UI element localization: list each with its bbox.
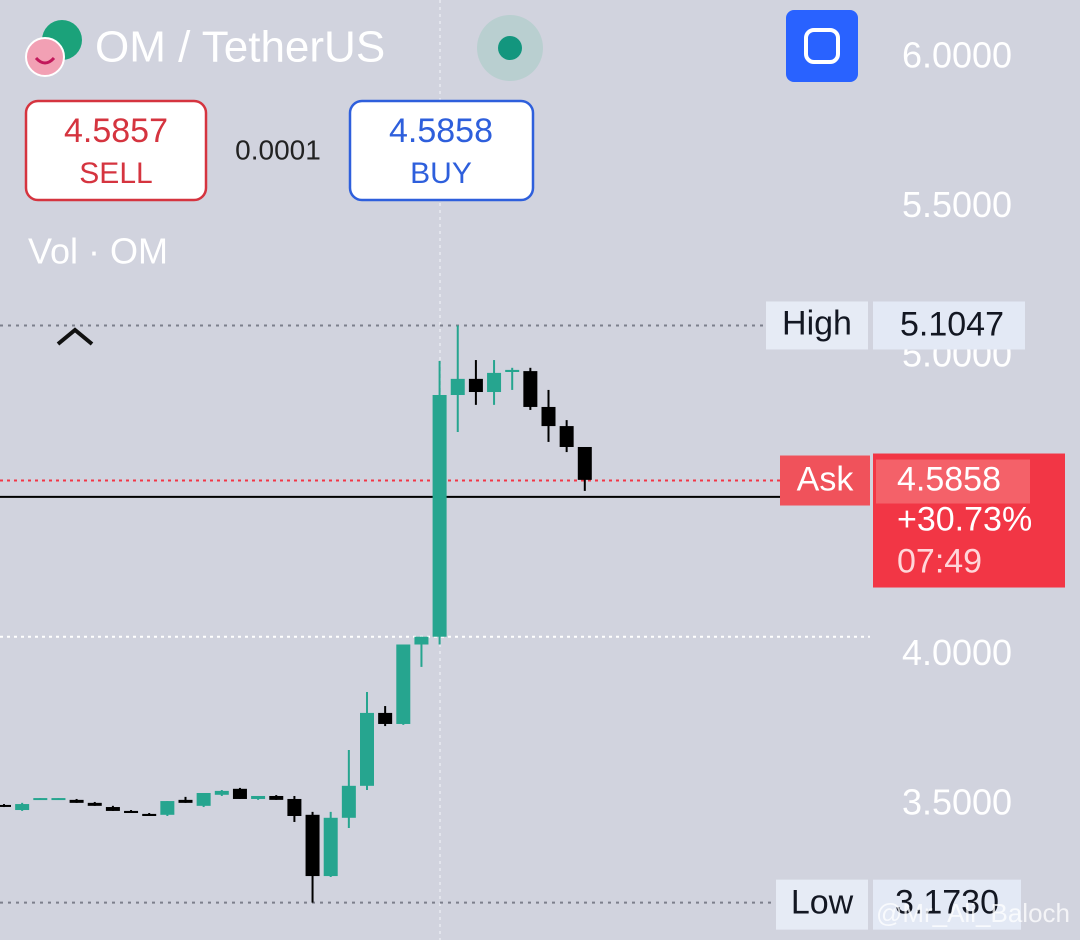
sell-price: 4.5857 [64, 112, 168, 150]
spread: 0.0001 [235, 134, 321, 165]
buy-button[interactable] [348, 99, 535, 202]
candle-body [51, 798, 66, 801]
candle-body [450, 378, 465, 396]
candle-body [87, 802, 102, 806]
candle-body [323, 817, 338, 877]
candle-body [33, 798, 48, 801]
sell-button[interactable] [24, 99, 208, 202]
ask-value: 4.5858 [897, 461, 1001, 499]
candle-body [105, 807, 120, 811]
high-value: 5.1047 [900, 305, 1004, 343]
om-icon-face [34, 56, 56, 65]
candle-body [69, 799, 84, 803]
y-tick-label: 5.5000 [902, 184, 1012, 225]
candle-body [577, 446, 592, 480]
y-tick-label: 6.0000 [902, 34, 1012, 75]
candle-body [414, 636, 429, 645]
collapse-button[interactable] [56, 327, 94, 346]
y-tick-label: 4.0000 [902, 632, 1012, 673]
candle-body [214, 790, 229, 795]
candle-body [160, 801, 175, 815]
candle-body [251, 795, 266, 799]
fullscreen-icon [804, 28, 840, 64]
low-value-box [873, 879, 1021, 930]
candle-body [142, 813, 157, 817]
candle-body [360, 712, 374, 786]
candle-body [468, 378, 483, 393]
fullscreen-button[interactable] [786, 10, 858, 82]
y-tick-label: 3.5000 [902, 781, 1012, 822]
sell-label: SELL [79, 157, 152, 190]
price-markers: High 5.1047 Low 3.1730 Ask 4.5858+30.73% 07:49 [766, 301, 1065, 930]
candle-body [378, 712, 393, 724]
candle-body [196, 792, 211, 806]
candle-body [541, 406, 556, 427]
ask-value-highlight [876, 459, 1030, 504]
candle-body [287, 798, 302, 817]
high-value-box [873, 301, 1025, 350]
ask-change: +30.73% [897, 501, 1032, 539]
candle-body [505, 369, 520, 372]
low-label-box [776, 879, 868, 930]
candle-body [124, 810, 139, 814]
buy-label: BUY [410, 157, 472, 190]
ask-label: Ask [797, 461, 855, 499]
om-icon [25, 37, 65, 77]
ask-countdown: 07:49 [897, 543, 982, 581]
symbol: OM / TetherUS [95, 23, 385, 72]
candle-body [559, 426, 574, 447]
candle-body [178, 799, 193, 803]
low-label: Low [791, 884, 854, 922]
high-label: High [782, 304, 852, 342]
indicator-label: Vol · OM [28, 231, 168, 272]
candle-body [487, 372, 502, 393]
high-label-box [766, 301, 868, 350]
candle-body [523, 371, 538, 407]
candle-body [269, 795, 284, 800]
low-value: 3.1730 [895, 884, 999, 922]
candle-body [396, 644, 411, 724]
buy-price: 4.5858 [389, 112, 493, 150]
ask-label-box [780, 455, 870, 506]
watermark: @Mr_Ali_Baloch [876, 898, 1070, 928]
candle-body [232, 788, 247, 799]
candle-body [432, 395, 447, 637]
candle-body [15, 804, 30, 811]
status-dot [498, 36, 522, 60]
candle-body [341, 785, 356, 818]
candle-body [305, 814, 320, 877]
candle-body [0, 804, 11, 807]
